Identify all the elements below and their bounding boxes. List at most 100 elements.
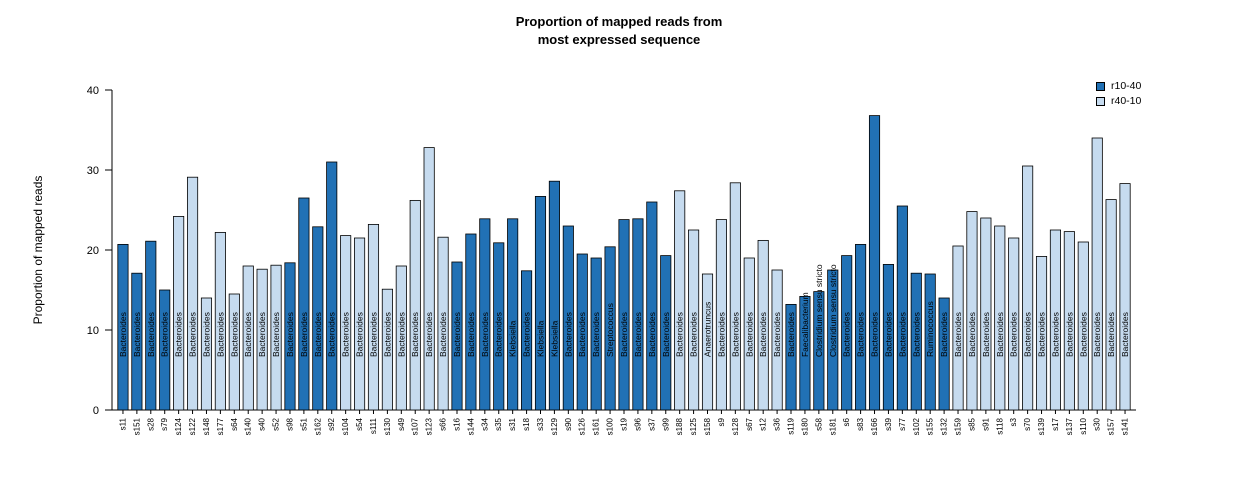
bar-genus-label: Bacteroides xyxy=(619,312,629,357)
x-axis-tick-label: s137 xyxy=(1065,417,1074,435)
bar-genus-label: Bacteroides xyxy=(424,312,434,357)
bar-genus-label: Bacteroides xyxy=(563,312,573,357)
bar-genus-label: Bacteroides xyxy=(299,312,309,357)
bar-genus-label: Bacteroides xyxy=(494,312,504,357)
bar-genus-label: Bacteroides xyxy=(633,312,643,357)
bar-genus-label: Bacteroides xyxy=(438,312,448,357)
bar-genus-label: Bacteroides xyxy=(647,312,657,357)
legend-label-r40-10: r40-10 xyxy=(1111,95,1142,107)
bar-genus-label: Bacteroides xyxy=(257,312,267,357)
bar-genus-label: Streptococcus xyxy=(605,303,615,357)
x-axis-tick-label: s90 xyxy=(564,417,573,430)
bar-genus-label: Bacteroides xyxy=(132,312,142,357)
x-axis-tick-label: s158 xyxy=(703,417,712,435)
x-axis-tick-label: s159 xyxy=(954,417,963,435)
x-axis-tick-label: s162 xyxy=(313,417,322,435)
x-axis-tick-label: s119 xyxy=(787,417,796,434)
x-axis-tick-label: s107 xyxy=(411,417,420,435)
bar-genus-label: Bacteroides xyxy=(744,312,754,357)
bar-s123 xyxy=(423,147,435,411)
bar-s122 xyxy=(186,176,199,411)
bar-genus-label: Bacteroides xyxy=(1092,312,1102,357)
bar-genus-label: Bacteroides xyxy=(689,312,699,357)
x-axis-tick-label: s110 xyxy=(1079,417,1088,434)
y-axis-tick-label: 10 xyxy=(87,325,99,337)
bar-genus-label: Bacteroides xyxy=(1023,312,1033,357)
bar-genus-label: Bacteroides xyxy=(201,312,211,357)
x-axis-tick-label: s16 xyxy=(452,417,461,430)
x-axis-tick-label: s140 xyxy=(244,417,253,435)
x-axis-tick-label: s157 xyxy=(1107,417,1116,435)
x-axis-tick-label: s180 xyxy=(800,417,809,435)
bar-genus-label: Bacteroides xyxy=(285,312,295,357)
bar-genus-label: Bacteroides xyxy=(675,312,685,357)
y-axis-tick-label: 0 xyxy=(93,405,99,417)
x-axis-tick-label: s92 xyxy=(327,417,336,430)
bar-genus-label: Bacteroides xyxy=(522,312,532,357)
x-axis-tick-label: s52 xyxy=(272,417,281,430)
x-axis-tick-label: s102 xyxy=(912,417,921,435)
x-axis-tick-label: s100 xyxy=(606,417,615,435)
x-axis-tick-label: s18 xyxy=(522,417,531,430)
x-axis-tick-label: s11 xyxy=(118,417,127,430)
x-axis-tick-label: s79 xyxy=(160,417,169,430)
x-axis-tick-label: s66 xyxy=(439,417,448,430)
x-axis-tick-label: s49 xyxy=(397,417,406,430)
bar-genus-label: Bacteroides xyxy=(981,312,991,357)
bar-genus-label: Bacteroides xyxy=(883,312,893,357)
y-axis-tick-label: 40 xyxy=(87,85,99,97)
x-axis-tick-label: s6 xyxy=(842,417,851,426)
bar-genus-label: Klebsiella xyxy=(508,320,518,357)
bar-genus-label: Bacteroides xyxy=(368,312,378,357)
x-axis-tick-label: s39 xyxy=(884,417,893,430)
x-axis-tick-label: s130 xyxy=(383,417,392,435)
bar-genus-label: Bacteroides xyxy=(396,312,406,357)
bar-s31 xyxy=(507,218,519,411)
bar-genus-label: Bacteroides xyxy=(870,312,880,357)
x-axis-tick-label: s132 xyxy=(940,417,949,435)
bar-genus-label: Bacteroides xyxy=(229,312,239,357)
bar-genus-label: Bacteroides xyxy=(1009,312,1019,357)
bar-genus-label: Bacteroides xyxy=(341,312,351,357)
legend-swatch-r40-10 xyxy=(1096,96,1105,106)
bar-s141 xyxy=(1119,183,1131,411)
x-axis-tick-label: s85 xyxy=(967,417,976,430)
bar-s107 xyxy=(409,199,421,411)
x-axis-tick-label: s125 xyxy=(689,417,698,435)
bar-genus-label: Bacteroides xyxy=(730,312,740,357)
x-axis-tick-label: s54 xyxy=(355,417,364,430)
x-axis-tick-label: s51 xyxy=(299,417,308,430)
bar-genus-label: Bacteroides xyxy=(327,312,337,357)
bar-genus-label: Bacteroides xyxy=(897,312,907,357)
x-axis-tick-label: s3 xyxy=(1009,417,1018,426)
chart-title-line-2: most expressed sequence xyxy=(537,31,701,47)
bar-genus-label: Bacteroides xyxy=(716,312,726,357)
bar-genus-label: Bacteroides xyxy=(160,312,170,357)
bar-genus-label: Klebsiella xyxy=(535,320,545,357)
x-axis-tick-label: s122 xyxy=(188,417,197,435)
bar-genus-label: Bacteroides xyxy=(1120,312,1130,357)
legend-item-r40-10: r40-10 xyxy=(1096,95,1141,107)
x-axis-tick-label: s124 xyxy=(174,417,183,435)
x-axis-tick-label: s30 xyxy=(1093,417,1102,430)
bar-genus-label: Bacteroides xyxy=(591,312,601,357)
x-axis-tick-label: s166 xyxy=(870,417,879,435)
x-axis-tick-label: s58 xyxy=(814,417,823,430)
x-axis-tick-label: s161 xyxy=(592,417,601,435)
bar-genus-label: Bacteroides xyxy=(313,312,323,357)
y-axis-tick-label: 30 xyxy=(87,165,99,177)
bar-genus-label: Bacteroides xyxy=(967,312,977,357)
bar-genus-label: Bacteroides xyxy=(577,312,587,357)
bar-s157 xyxy=(1105,199,1117,411)
bar-genus-label: Bacteroides xyxy=(466,312,476,357)
x-axis-tick-label: s96 xyxy=(633,417,642,430)
x-axis-tick-label: s83 xyxy=(856,417,865,430)
x-axis-tick-label: s67 xyxy=(745,417,754,430)
bar-genus-label: Bacteroides xyxy=(953,312,963,357)
x-axis-tick-label: s118 xyxy=(995,417,1004,434)
chart-title-line-1: Proportion of mapped reads from xyxy=(515,14,723,29)
x-axis-tick-label: s98 xyxy=(285,417,294,430)
x-axis-tick-label: s91 xyxy=(981,417,990,430)
